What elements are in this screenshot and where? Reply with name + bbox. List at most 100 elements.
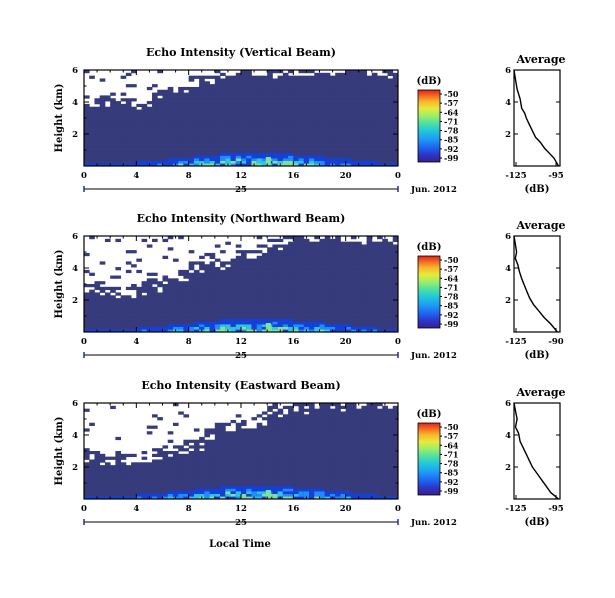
- echo-cell: [267, 281, 273, 285]
- colorbar-tick-label: -64: [444, 107, 459, 117]
- echo-cell: [110, 149, 116, 153]
- echo-cell: [230, 419, 237, 424]
- profile-x-tick-label: -90: [548, 337, 563, 347]
- echo-cell: [89, 459, 95, 463]
- echo-cell: [110, 140, 116, 144]
- echo-cell: [115, 103, 122, 108]
- echo-cell: [256, 436, 263, 441]
- echo-cell: [188, 129, 195, 133]
- echo-cell: [356, 115, 362, 119]
- echo-cell: [230, 295, 237, 299]
- echo-cell: [225, 109, 231, 113]
- echo-cell: [204, 264, 210, 268]
- echo-cell: [324, 109, 331, 113]
- echo-cell-strong: [288, 321, 294, 325]
- echo-cell: [377, 157, 383, 161]
- echo-cell: [183, 303, 190, 307]
- echo-cell: [110, 317, 116, 322]
- echo-cell: [303, 261, 310, 265]
- echo-cell: [272, 95, 279, 99]
- echo-cell: [157, 487, 163, 491]
- echo-cell-strong: [178, 163, 184, 167]
- echo-cell: [125, 72, 132, 77]
- echo-cell: [89, 298, 95, 302]
- echo-cell: [225, 123, 231, 127]
- echo-cell: [162, 140, 169, 144]
- echo-cell: [298, 309, 305, 313]
- echo-cell: [199, 436, 205, 441]
- echo-cell: [157, 479, 163, 483]
- echo-cell: [131, 473, 137, 477]
- echo-cell: [303, 255, 310, 259]
- echo-cell: [371, 154, 378, 158]
- echo-cell: [261, 89, 268, 93]
- echo-cell: [89, 300, 95, 305]
- echo-cell: [172, 300, 179, 305]
- echo-cell: [361, 289, 367, 293]
- echo-cell: [371, 109, 378, 113]
- echo-cell: [246, 315, 252, 319]
- echo-cell: [324, 312, 331, 316]
- echo-cell-strong: [256, 321, 263, 325]
- echo-cell: [214, 459, 221, 463]
- echo-cell-strong: [272, 158, 279, 161]
- echo-cell: [99, 78, 106, 82]
- echo-cell: [131, 487, 137, 491]
- echo-cell: [84, 149, 90, 153]
- echo-cell: [214, 448, 221, 452]
- echo-cell: [220, 298, 226, 302]
- echo-cell: [115, 120, 122, 125]
- echo-cell: [172, 281, 179, 285]
- echo-cell: [298, 284, 305, 288]
- echo-cell-strong: [230, 160, 237, 164]
- echo-cell: [350, 101, 357, 105]
- echo-cell-strong: [157, 163, 163, 167]
- echo-cell: [209, 98, 216, 102]
- echo-cell: [350, 115, 357, 119]
- echo-cell: [340, 120, 347, 125]
- echo-cell: [293, 300, 299, 305]
- echo-cell: [319, 98, 326, 102]
- echo-cell: [267, 434, 273, 438]
- echo-cell: [235, 445, 242, 449]
- echo-cell: [267, 264, 273, 268]
- echo-cell: [324, 115, 331, 119]
- echo-cell: [272, 238, 279, 243]
- echo-cell: [324, 278, 331, 282]
- echo-cell: [293, 411, 299, 415]
- echo-cell: [282, 482, 289, 486]
- echo-cell: [235, 462, 242, 466]
- echo-cell: [241, 84, 247, 88]
- echo-cell: [178, 298, 184, 302]
- echo-cell: [193, 428, 200, 432]
- echo-cell: [356, 264, 362, 268]
- echo-cell: [387, 112, 394, 116]
- echo-cell: [246, 149, 252, 153]
- echo-cell: [282, 295, 289, 299]
- echo-cell-strong: [172, 158, 179, 161]
- echo-cell-strong: [256, 153, 263, 156]
- echo-cell: [193, 476, 200, 480]
- echo-cell: [350, 109, 357, 113]
- echo-cell: [267, 92, 273, 96]
- echo-cell: [162, 129, 169, 133]
- echo-cell: [214, 137, 221, 141]
- echo-cell: [319, 134, 326, 139]
- echo-cell: [241, 462, 247, 466]
- echo-cell: [293, 101, 299, 105]
- echo-cell-strong: [251, 326, 258, 330]
- echo-cell: [209, 120, 216, 125]
- echo-cell: [193, 479, 200, 483]
- echo-cell: [104, 462, 111, 466]
- echo-cell: [94, 118, 101, 122]
- echo-cell: [214, 115, 221, 119]
- echo-cell: [214, 103, 221, 108]
- echo-cell: [188, 267, 195, 271]
- echo-cell: [235, 315, 242, 319]
- echo-cell: [225, 289, 231, 293]
- echo-cell-strong: [314, 324, 320, 327]
- echo-cell: [361, 92, 367, 96]
- echo-cell: [235, 126, 242, 130]
- echo-cell: [115, 436, 122, 441]
- echo-cell: [371, 286, 378, 291]
